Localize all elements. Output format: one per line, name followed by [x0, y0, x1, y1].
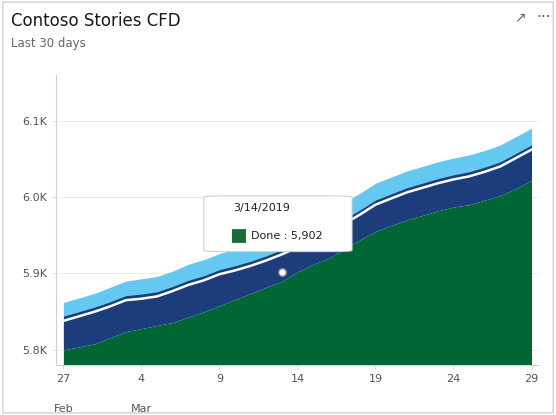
Text: Done : 5,902: Done : 5,902 — [251, 231, 322, 241]
FancyBboxPatch shape — [204, 196, 352, 251]
Text: Mar: Mar — [131, 404, 152, 414]
Text: ···: ··· — [537, 10, 551, 25]
Text: Contoso Stories CFD: Contoso Stories CFD — [11, 12, 181, 30]
Text: 3/14/2019: 3/14/2019 — [233, 203, 290, 213]
Text: Last 30 days: Last 30 days — [11, 37, 86, 50]
FancyBboxPatch shape — [232, 229, 246, 243]
Text: Feb: Feb — [53, 404, 73, 414]
Text: ↗: ↗ — [514, 10, 525, 24]
